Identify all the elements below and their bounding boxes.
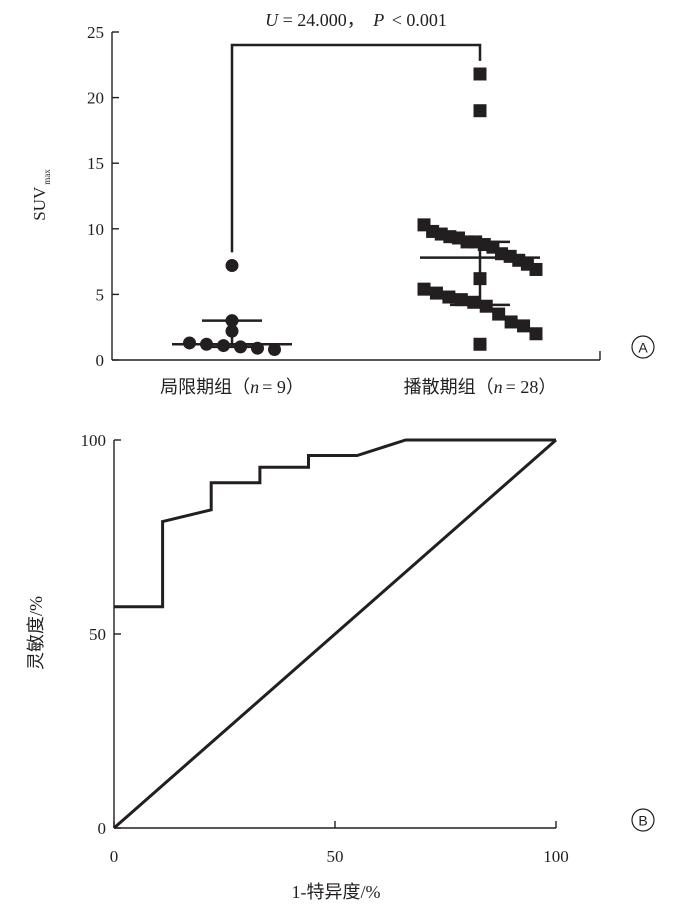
x-tick-label: 100: [543, 847, 569, 866]
y-tick-label: 0: [98, 819, 107, 838]
panel-a-label: A: [631, 335, 655, 359]
data-point-square: [473, 337, 487, 351]
data-point-square: [517, 319, 531, 333]
significance-annotation: U = 24.000， P < 0.001: [265, 10, 447, 30]
data-point-square: [492, 307, 506, 321]
panel-a-y-axis-label: SUVmax: [30, 169, 52, 221]
data-point-square: [473, 67, 487, 81]
x-tick-label: 50: [327, 847, 344, 866]
y-tick-label: 10: [87, 220, 104, 239]
panel-b-x-axis-label: 1-特异度/%: [292, 882, 381, 902]
panel-a-axes: [111, 32, 601, 361]
svg-text:A: A: [638, 340, 648, 356]
x-tick-label: 0: [110, 847, 119, 866]
data-point-circle: [268, 343, 281, 357]
category-label-disseminated: 播散期组（n = 28）: [404, 377, 557, 397]
y-tick-label: 100: [81, 431, 107, 450]
svg-text:B: B: [638, 813, 647, 829]
y-tick-label: 20: [87, 89, 104, 108]
y-tick-label: 0: [96, 351, 105, 370]
panel-b-roc-chart: 0 50 100 0 50 100 灵敏度/% 1-特异度/% B: [26, 431, 655, 902]
panel-b-label: B: [631, 808, 655, 832]
data-point-square: [429, 286, 443, 300]
panel-b-ticks: 0 50 100 0 50 100: [81, 431, 569, 866]
data-point-square: [454, 293, 468, 307]
data-point-square: [442, 290, 456, 304]
y-tick-label: 50: [89, 625, 106, 644]
y-tick-label: 25: [87, 23, 104, 42]
data-point-square: [504, 315, 518, 329]
significance-bracket: [230, 43, 482, 253]
data-point-circle: [225, 259, 239, 273]
roc-curve: [114, 438, 556, 609]
data-point-square: [473, 104, 487, 118]
panel-a-median-iqr-bars: [172, 240, 540, 349]
data-point-square: [467, 295, 481, 309]
panel-a-data-points: [183, 67, 543, 357]
category-label-localized: 局限期组（n = 9）: [160, 377, 304, 397]
data-point-square: [529, 262, 543, 276]
data-point-circle: [183, 336, 196, 350]
y-tick-label: 5: [96, 285, 105, 304]
panel-b-y-axis-label: 灵敏度/%: [26, 596, 46, 670]
data-point-square: [417, 282, 431, 296]
data-point-circle: [217, 339, 230, 353]
significance-bracket-line: [230, 43, 482, 253]
data-point-square: [529, 327, 543, 341]
reference-diagonal: [113, 438, 557, 830]
panel-b-series: [113, 438, 557, 830]
panel-a-y-ticks: 0 5 10 15 20 25: [87, 23, 119, 370]
y-tick-label: 15: [87, 154, 104, 173]
data-point-square: [479, 299, 493, 313]
